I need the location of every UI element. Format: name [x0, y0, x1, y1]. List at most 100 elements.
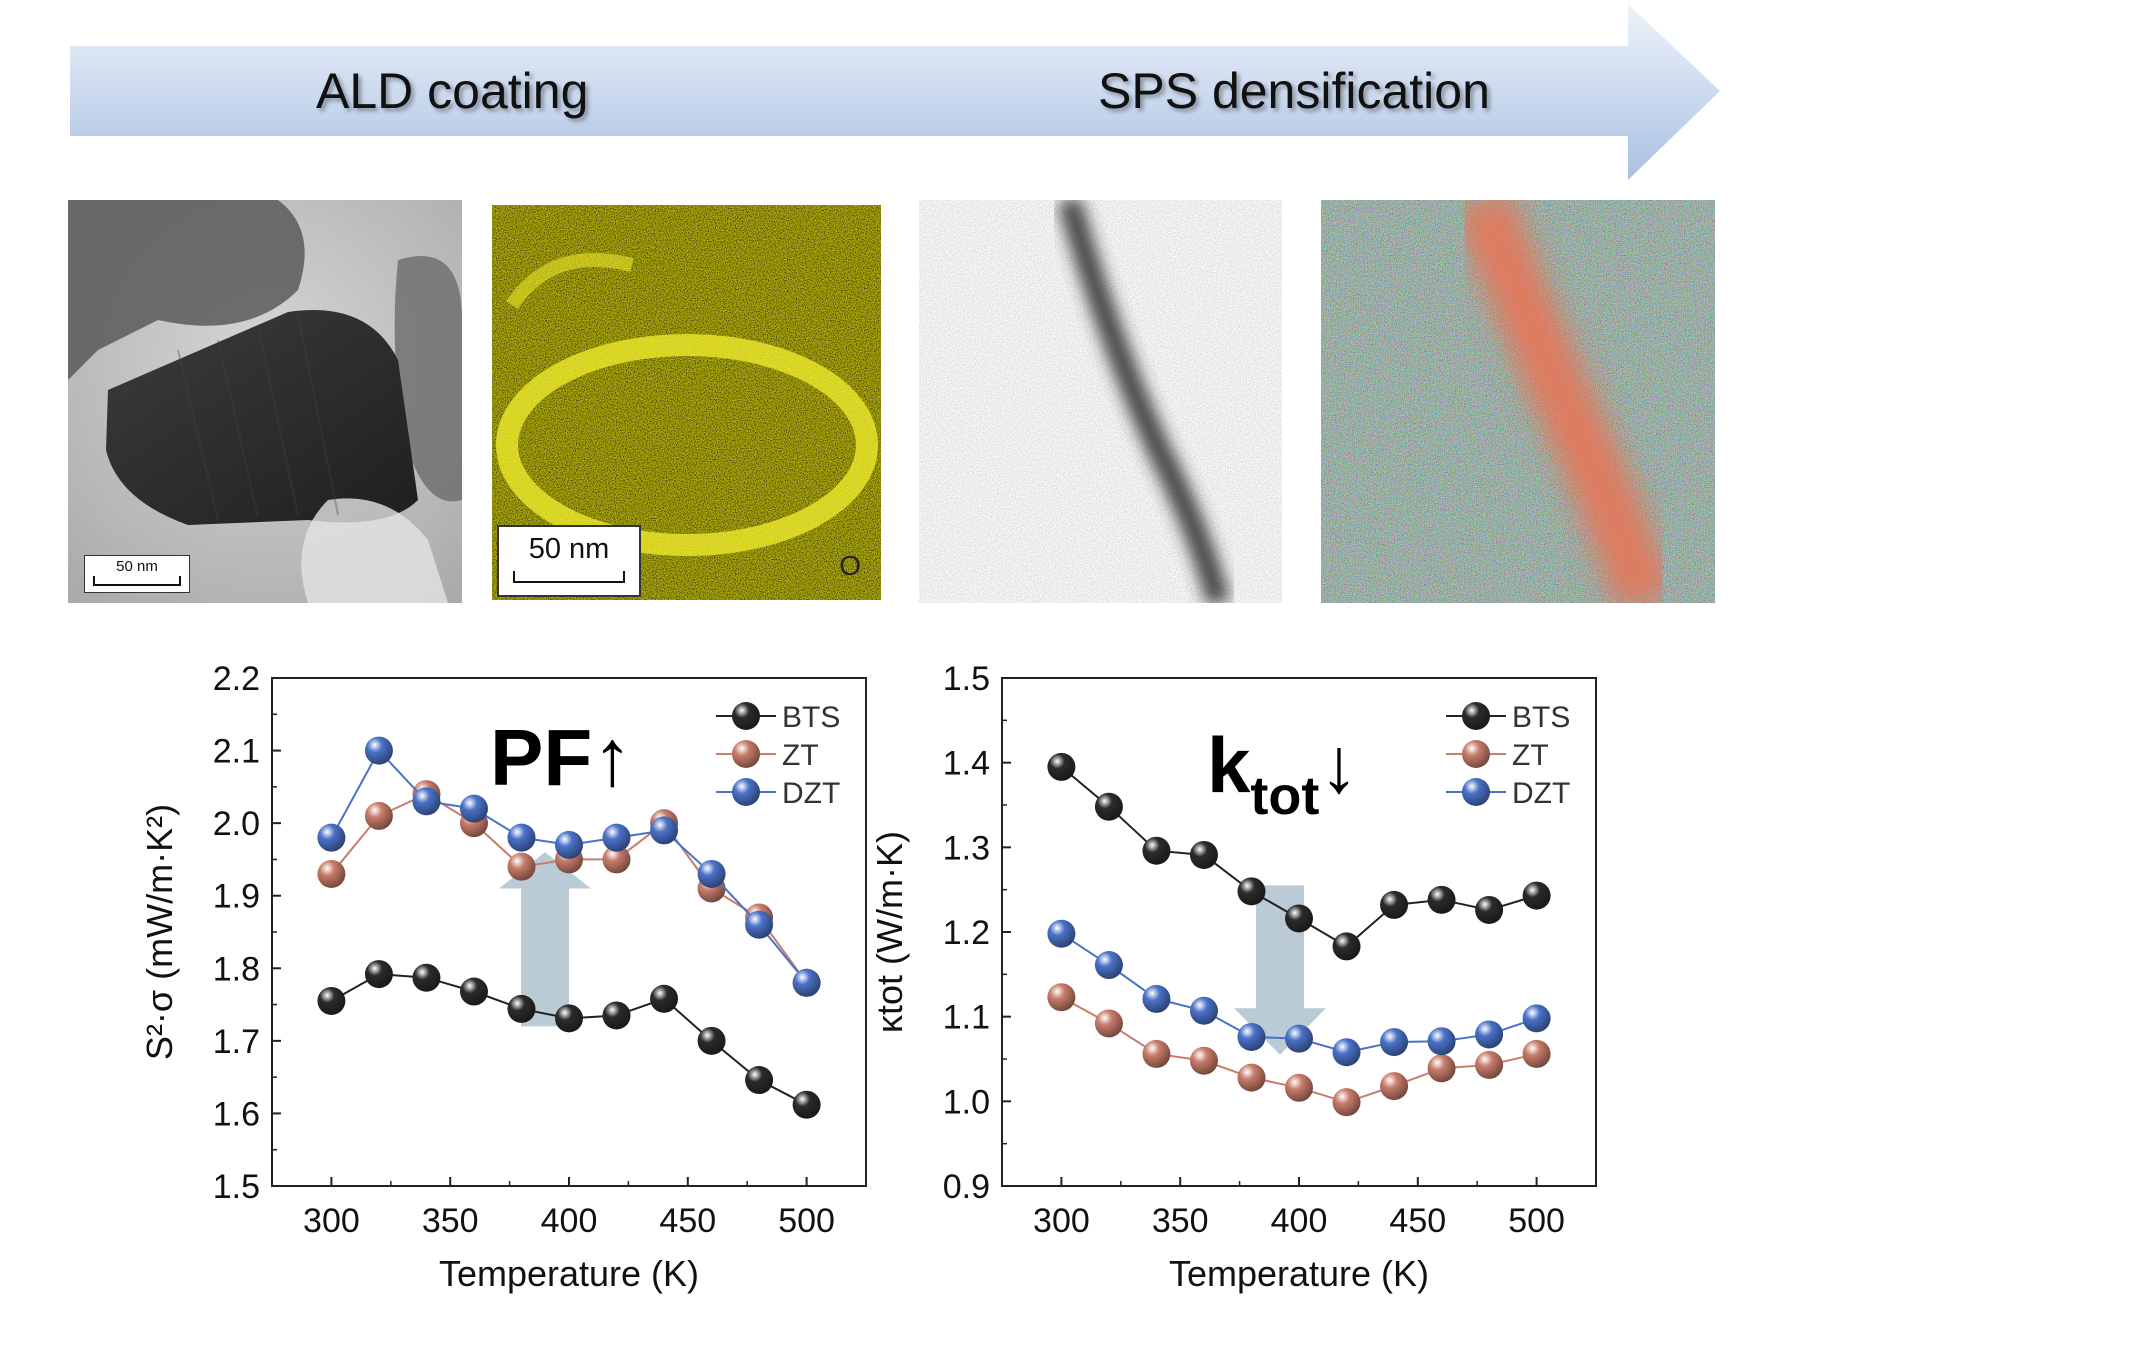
x-tick-label: 400 — [541, 1202, 598, 1240]
legend-marker — [1462, 740, 1490, 768]
legend-marker — [1462, 778, 1490, 806]
data-point-dzt — [364, 736, 393, 765]
data-point-bts — [1094, 792, 1123, 821]
data-point-zt — [1427, 1054, 1456, 1083]
data-point-zt — [1047, 983, 1076, 1012]
series-line-bts — [330, 973, 808, 1106]
banner-arrow-shape — [70, 4, 1720, 180]
data-point-bts — [507, 994, 536, 1023]
y-tick-label: 1.5 — [943, 660, 990, 698]
y-tick-label: 0.9 — [943, 1168, 990, 1206]
x-tick-label: 300 — [1033, 1202, 1090, 1240]
legend-label: BTS — [1512, 701, 1570, 734]
data-point-dzt — [1380, 1028, 1409, 1057]
element-label-o: O — [839, 550, 861, 581]
increase-arrow — [499, 852, 591, 1027]
data-point-bts — [650, 984, 679, 1013]
y-tick-label: 1.4 — [943, 745, 990, 783]
data-point-zt — [792, 968, 821, 997]
data-point-bts — [1380, 890, 1409, 919]
scale-bar-tem1-label: 50 nm — [116, 558, 158, 575]
data-point-dzt — [697, 859, 726, 888]
data-point-zt — [1142, 1039, 1171, 1068]
legend-label: DZT — [782, 777, 840, 810]
chart-1: 1.5 1.6 1.7 1.8 1.9 2.0 2.1 2.2 300 350 400 450 500 T… — [139, 660, 867, 1294]
data-point-bts — [602, 1001, 631, 1030]
data-point-zt — [1332, 1088, 1361, 1117]
legend-marker — [732, 778, 760, 806]
data-point-bts — [1285, 904, 1313, 933]
data-point-bts — [1189, 840, 1218, 869]
y-axis-label: S²·σ (mW/m·K²) — [139, 804, 180, 1060]
data-point-bts — [1522, 881, 1551, 910]
data-point-bts — [1237, 877, 1266, 906]
x-tick-label: 350 — [422, 1202, 479, 1240]
data-point-zt — [364, 801, 393, 830]
annotation-ktot-down: ktot↓ — [1207, 721, 1358, 826]
ald-coating-label: ALD coating — [316, 63, 589, 119]
data-point-zt — [507, 852, 536, 881]
data-point-zt — [1189, 1046, 1218, 1075]
data-point-dzt — [459, 794, 488, 823]
decrease-arrow — [1234, 885, 1326, 1055]
data-point-bts — [555, 1004, 583, 1033]
data-point-bts — [317, 986, 346, 1015]
data-point-zt — [1522, 1039, 1551, 1068]
scale-bar-tem1-line — [93, 576, 181, 586]
eds-map-multi-element — [1321, 200, 1715, 603]
data-point-zt — [697, 874, 726, 903]
plot-frame — [1001, 677, 1597, 1187]
y-tick-label: 1.2 — [943, 914, 990, 952]
data-point-zt — [1237, 1063, 1266, 1092]
series-line-bts — [1060, 766, 1537, 948]
data-point-zt — [317, 859, 346, 888]
x-tick-label: 500 — [1508, 1202, 1565, 1240]
data-point-dzt — [1237, 1022, 1266, 1051]
series-line-zt — [1060, 996, 1537, 1104]
data-point-bts — [745, 1066, 774, 1095]
data-point-dzt — [1475, 1020, 1504, 1049]
data-point-dzt — [1047, 919, 1076, 948]
y-axis-label: κtot (W/m·K) — [869, 831, 910, 1033]
tem-image-grain-boundary — [919, 200, 1282, 603]
y-tick-label: 1.3 — [943, 829, 990, 867]
data-point-dzt — [745, 910, 774, 939]
data-point-zt — [459, 809, 488, 838]
data-point-dzt — [792, 968, 821, 997]
data-point-bts — [1475, 895, 1504, 924]
legend-label: DZT — [1512, 777, 1570, 810]
data-point-bts — [459, 977, 488, 1006]
sps-densification-label: SPS densification — [1098, 63, 1490, 119]
legend-label: BTS — [782, 701, 840, 734]
data-point-dzt — [1142, 984, 1171, 1013]
data-point-zt — [555, 845, 583, 874]
y-tick-label: 2.0 — [213, 805, 260, 843]
data-point-dzt — [507, 823, 536, 852]
data-point-zt — [1380, 1072, 1409, 1101]
legend-marker — [1462, 702, 1490, 730]
y-tick-label: 1.7 — [213, 1023, 260, 1061]
data-point-zt — [650, 809, 679, 838]
tem-image-coated-particle: 50 nm — [68, 200, 462, 603]
data-point-dzt — [555, 830, 583, 859]
data-point-dzt — [1094, 951, 1123, 980]
y-tick-label: 1.8 — [213, 950, 260, 988]
data-point-bts — [697, 1026, 726, 1055]
data-point-dzt — [1285, 1024, 1313, 1053]
data-point-dzt — [1332, 1038, 1361, 1067]
legend-marker — [732, 702, 760, 730]
series-line-dzt — [330, 748, 808, 984]
x-axis-label: Temperature (K) — [1169, 1253, 1429, 1294]
y-tick-label: 1.0 — [943, 1083, 990, 1121]
data-point-zt — [1475, 1050, 1504, 1079]
process-arrow-banner — [70, 4, 1720, 180]
data-point-bts — [412, 963, 441, 992]
x-axis-label: Temperature (K) — [439, 1253, 699, 1294]
legend-marker — [732, 740, 760, 768]
data-point-bts — [1427, 885, 1456, 914]
y-tick-label: 1.1 — [943, 999, 990, 1037]
scale-bar-map-o: 50 nm — [497, 525, 641, 597]
x-tick-label: 450 — [1389, 1202, 1446, 1240]
x-tick-label: 500 — [778, 1202, 835, 1240]
scale-bar-tem1: 50 nm — [84, 555, 190, 593]
